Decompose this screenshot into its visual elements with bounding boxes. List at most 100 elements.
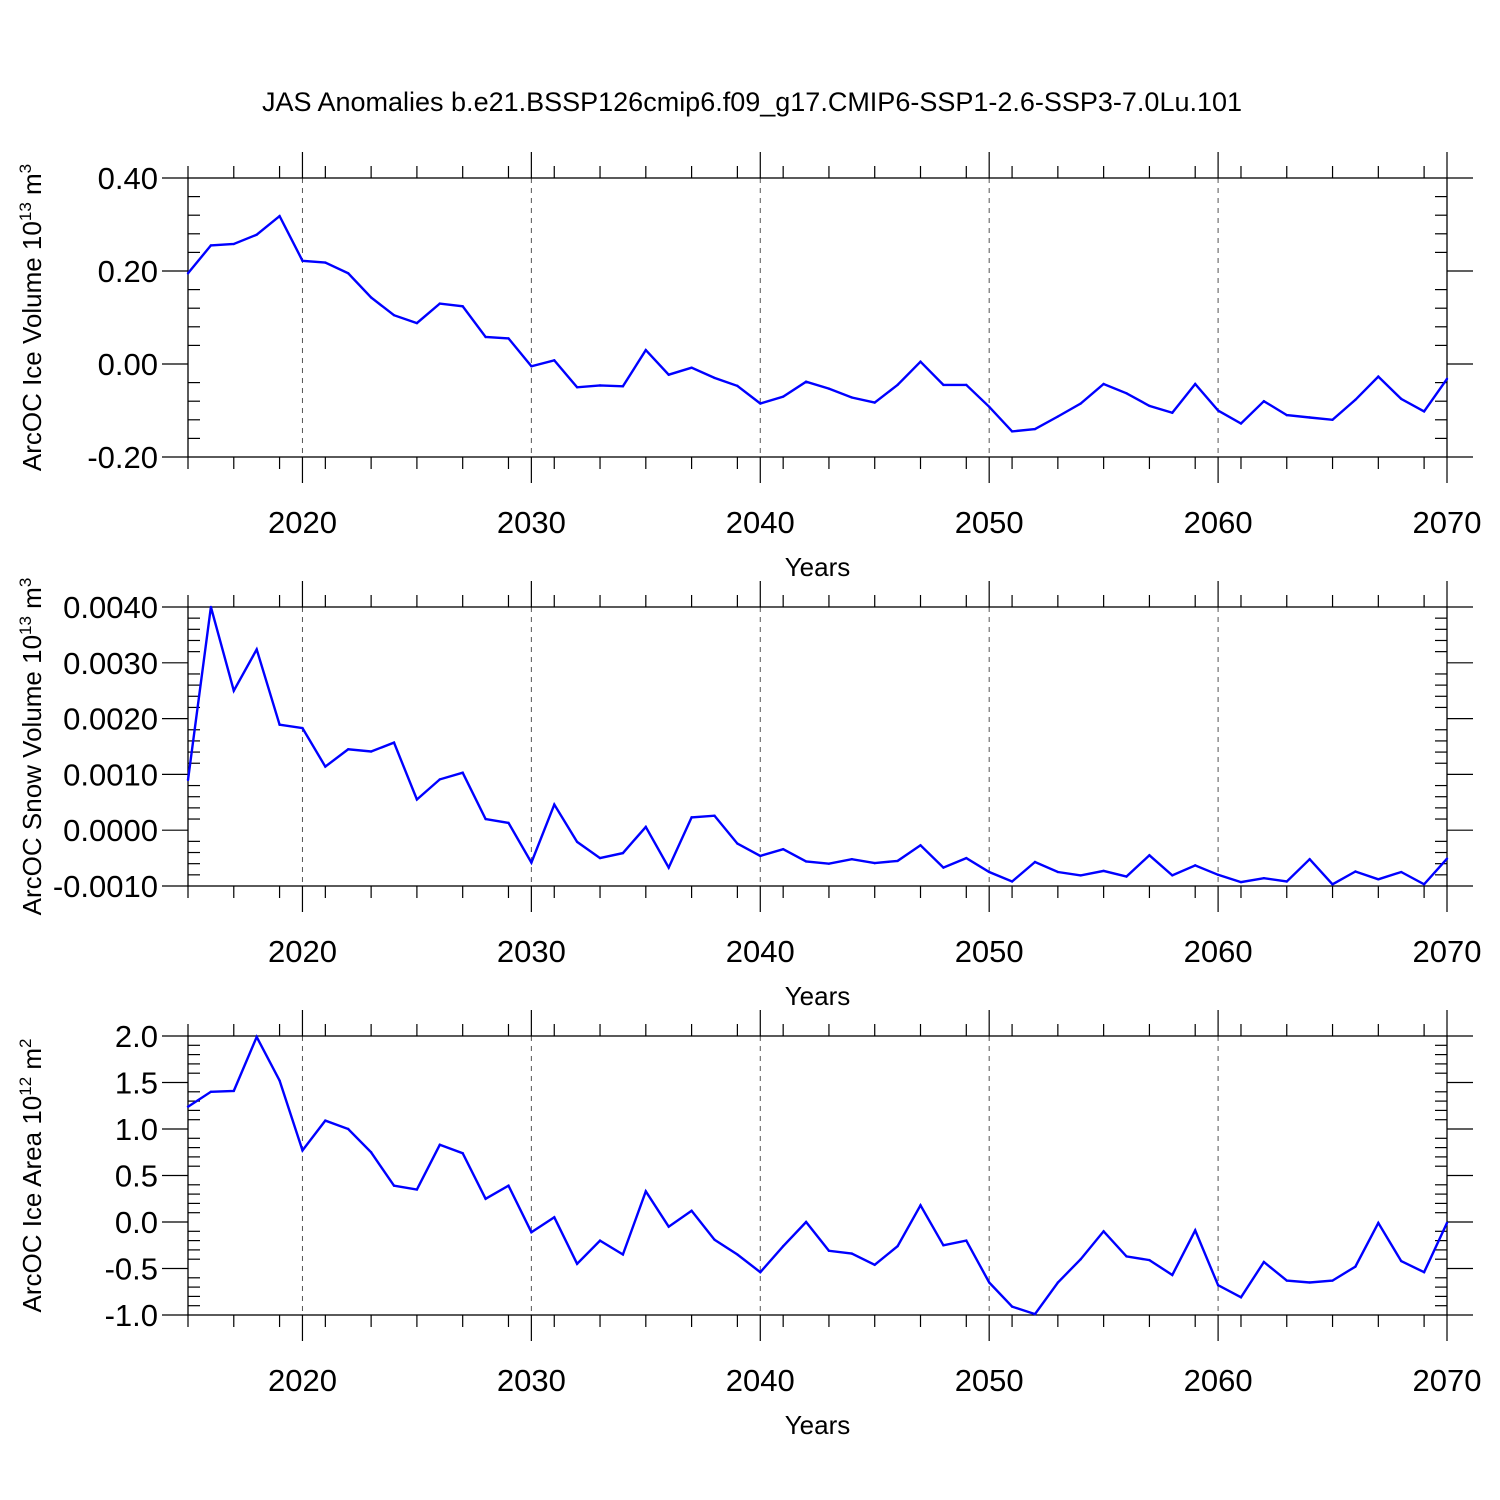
data-point-2020 [301,726,304,730]
data-point-2054 [1079,402,1082,405]
y-axis-label: ArcOC Ice Volume 1013 m3 [16,164,47,471]
data-point-2065 [1331,418,1334,421]
y-tick-label: -0.20 [87,440,158,475]
y-axis-label-exponent: 13 [16,616,35,635]
data-point-2032 [575,386,579,389]
x-tick-label: 2060 [1184,505,1253,540]
x-tick-label: 2050 [955,1363,1024,1398]
chart-title: JAS Anomalies b.e21.BSSP126cmip6.f09_g17… [262,87,1242,117]
panel-3: -1.0 -0.5 0.0 0.5 1.0 1.5 2.0 2020 2030 2040 2050 2… [16,1010,1481,1440]
data-point-2030 [530,1231,533,1234]
y-axis-label-exponent: 12 [16,1077,35,1096]
data-point-2040 [759,1271,762,1274]
data-point-2048 [942,383,945,387]
data-point-2067 [1377,878,1380,881]
panel-2: -0.0010 0.0000 0.0010 0.0020 0.0030 0.0040 202… [16,578,1481,1011]
x-tick-label: 2030 [497,505,566,540]
data-point-2031 [553,359,556,362]
data-point-2027 [461,1151,464,1155]
y-axis-label-text: ArcOC Ice Volume 10 [17,221,47,471]
data-point-2047 [919,844,922,847]
y-tick-label: 0.40 [98,161,158,196]
data-point-2041 [781,847,785,851]
data-point-2053 [1056,870,1060,874]
data-point-2052 [1033,1312,1037,1316]
data-point-2036 [667,1225,670,1228]
data-point-2054 [1079,1258,1082,1261]
data-point-2055 [1102,1230,1105,1233]
y-tick-label: 0.20 [98,254,158,289]
data-point-2058 [1171,874,1174,877]
data-point-2067 [1377,1221,1380,1225]
y-axis-label-exponent: 13 [16,202,35,221]
data-point-2060 [1216,1284,1220,1287]
data-point-2023 [369,750,373,753]
data-point-2040 [759,854,762,858]
data-point-2038 [713,814,716,817]
y-axis-label: ArcOC Snow Volume 1013 m3 [16,578,47,916]
data-point-2059 [1194,382,1197,386]
data-point-2028 [484,1197,487,1200]
data-point-2017 [232,1089,235,1093]
chart-panels: -0.20 0.00 0.20 0.40 2020 2030 2040 2050 2060 207… [16,152,1481,1440]
x-tick-label: 2070 [1413,505,1482,540]
data-point-2034 [621,851,625,855]
data-point-2049 [965,1239,968,1242]
data-point-2029 [507,821,510,825]
data-point-2043 [827,1249,831,1253]
data-point-2061 [1239,422,1243,425]
data-point-2055 [1102,869,1105,873]
y-tick-label: 0.0040 [63,590,158,625]
data-point-2037 [690,366,693,369]
data-point-2069 [1422,1271,1426,1274]
data-point-2051 [1010,430,1014,433]
data-point-2050 [987,1281,991,1284]
data-point-2038 [713,376,716,380]
data-point-2025 [415,321,419,325]
data-point-2045 [873,861,876,865]
data-point-2041 [781,1244,785,1248]
data-point-2038 [713,1238,716,1241]
data-point-2026 [438,1143,441,1147]
x-tick-label: 2070 [1413,1363,1482,1398]
data-point-2021 [324,261,327,264]
data-point-2050 [987,405,991,408]
y-tick-label: 0.0020 [63,702,158,737]
data-point-2068 [1400,870,1403,874]
y-tick-label: 0.0000 [63,813,158,848]
data-point-2018 [255,233,258,236]
data-point-2023 [369,296,373,299]
data-point-2053 [1056,415,1060,418]
data-point-2052 [1033,860,1037,864]
data-point-2035 [644,1190,648,1193]
data-point-2052 [1033,427,1037,431]
data-point-2022 [347,1127,350,1131]
x-tick-label: 2040 [726,505,795,540]
data-point-2017 [232,689,235,692]
data-point-2065 [1331,1279,1334,1282]
y-tick-label: 0.0030 [63,646,158,681]
x-tick-label: 2050 [955,934,1024,969]
data-point-2016 [209,244,213,247]
y-tick-label: -0.0010 [53,869,158,904]
data-point-2020 [301,259,304,262]
data-point-2057 [1148,1258,1151,1262]
data-point-2036 [667,866,670,869]
data-point-2033 [598,1239,602,1242]
data-point-2030 [530,861,533,864]
data-point-2056 [1125,1255,1128,1258]
data-point-2019 [278,214,281,218]
data-point-2029 [507,337,510,340]
x-tick-label: 2050 [955,505,1024,540]
data-point-2029 [507,1184,510,1187]
data-point-2057 [1148,854,1151,857]
data-point-2043 [827,387,831,390]
data-point-2044 [850,396,854,399]
data-point-2062 [1262,876,1266,880]
data-point-2055 [1102,382,1105,386]
series-line [186,606,1448,886]
data-point-2015 [186,272,190,275]
data-point-2033 [598,856,602,860]
data-point-2039 [736,842,739,845]
